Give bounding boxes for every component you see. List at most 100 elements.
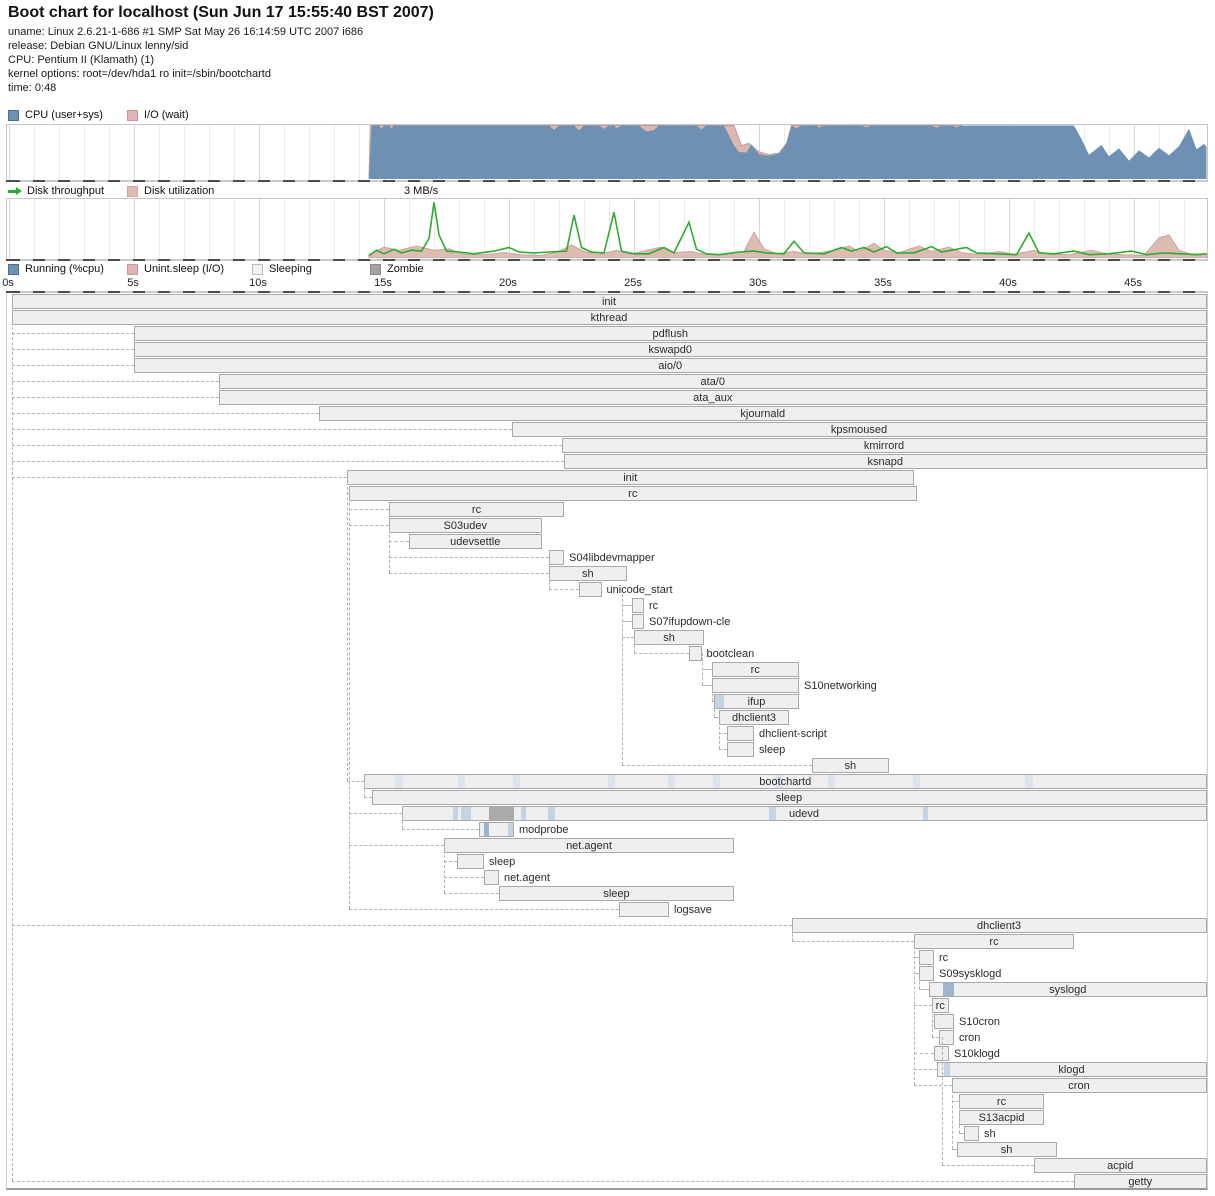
process-label: acpid <box>1107 1159 1134 1172</box>
process-bar-ifup: ifup <box>714 694 799 709</box>
zombie-swatch-icon <box>370 263 381 275</box>
process-label: rc <box>939 951 949 964</box>
process-label: S10klogd <box>954 1047 1000 1060</box>
tree-leader-line <box>711 701 714 702</box>
cpu-area-svg <box>368 125 1207 179</box>
tree-leader-line <box>791 941 914 942</box>
process-label: rc <box>989 935 999 948</box>
process-label: ata/0 <box>700 375 725 388</box>
proc-legend-item-running: Running (%cpu) <box>8 263 104 275</box>
process-bar-sh: sh <box>634 630 704 645</box>
process-label: aio/0 <box>658 359 683 372</box>
tree-leader-line <box>11 381 219 382</box>
process-bar-rc: rc <box>931 998 949 1013</box>
tree-connector-line <box>701 653 703 685</box>
process-label: dhclient3 <box>976 919 1022 932</box>
process-label: rc <box>935 999 945 1012</box>
disk-max-throughput-label: 3 MB/s <box>404 185 439 197</box>
process-bar-s10networking <box>711 678 799 693</box>
tree-leader-line <box>634 653 689 654</box>
tree-leader-line <box>11 925 792 926</box>
process-state-segment <box>715 695 724 708</box>
process-label: sleep <box>775 791 803 804</box>
process-label: sh <box>663 631 675 644</box>
process-bar-sh: sh <box>811 758 889 773</box>
cpu-legend-label: CPU (user+sys) <box>25 109 103 121</box>
tree-leader-line <box>914 1069 937 1070</box>
page-title: Boot chart for localhost (Sun Jun 17 15:… <box>8 4 434 21</box>
process-label: bootchartd <box>759 775 812 788</box>
tree-leader-line <box>914 1085 952 1086</box>
process-state-segment <box>775 775 783 788</box>
io-legend-label: I/O (wait) <box>144 109 189 121</box>
cpu-swatch-icon <box>8 109 19 121</box>
process-bar-unicode-start <box>579 582 602 597</box>
process-label: init <box>623 471 638 484</box>
process-bar-s10cron <box>934 1014 954 1029</box>
disk-legend-item-throughput: Disk throughput <box>8 185 104 197</box>
process-label: ksnapd <box>867 455 903 468</box>
process-label: S10networking <box>804 679 877 692</box>
tree-connector-line <box>941 1037 943 1165</box>
tree-leader-line <box>914 957 919 958</box>
process-bar-s09sysklogd <box>919 966 934 981</box>
tree-connector-line <box>719 717 720 749</box>
process-label: S09sysklogd <box>939 967 1002 980</box>
tree-leader-line <box>951 1149 957 1150</box>
tree-connector-line <box>959 1101 960 1133</box>
process-bar-ksnapd: ksnapd <box>564 454 1207 469</box>
process-bar-acpid: acpid <box>1034 1158 1207 1173</box>
tree-leader-line <box>444 893 499 894</box>
process-label: ata_aux <box>693 391 733 404</box>
process-label: sh <box>581 567 594 580</box>
process-state-segment <box>827 775 835 788</box>
process-bar-cron <box>939 1030 954 1045</box>
tree-leader-line <box>389 573 549 574</box>
process-label: net.agent <box>566 839 612 852</box>
unint-sleep-legend-label: Unint.sleep (I/O) <box>144 263 225 275</box>
disk-legend-item-utilization: Disk utilization <box>127 185 214 197</box>
tree-connector-line <box>346 477 348 781</box>
tree-leader-line <box>11 413 319 414</box>
process-tree-chart: init kthread pdflush kswapd0 aio/0 ata/0 ata_a… <box>6 293 1208 1190</box>
process-bar-bootchartd: bootchartd <box>364 774 1207 789</box>
tree-leader-line <box>11 333 134 334</box>
process-bar-rc: rc <box>711 662 799 677</box>
process-bar-sleep: sleep <box>371 790 1207 805</box>
proc-legend-item-zombie: Zombie <box>370 263 424 275</box>
time-tick-25s: 25s <box>624 277 642 289</box>
process-bar-kthread: kthread <box>11 310 1207 325</box>
process-bar-kswapd0: kswapd0 <box>134 342 1207 357</box>
tree-leader-line <box>621 605 632 606</box>
process-bar-sleep <box>456 854 484 869</box>
tree-leader-line <box>11 461 564 462</box>
process-state-segment <box>461 807 472 820</box>
process-label: ifup <box>747 695 766 708</box>
process-label: kmirrord <box>863 439 905 452</box>
process-bar-s13acpid: S13acpid <box>959 1110 1044 1125</box>
tree-leader-line <box>719 749 727 750</box>
process-label: dhclient-script <box>759 727 827 740</box>
process-label: rc <box>750 663 760 676</box>
process-bar-logsave <box>619 902 669 917</box>
tree-leader-line <box>349 845 444 846</box>
process-label: modprobe <box>519 823 569 836</box>
process-bar-kpsmoused: kpsmoused <box>511 422 1207 437</box>
tree-leader-line <box>364 797 372 798</box>
process-label: rc <box>628 487 638 500</box>
sleeping-swatch-icon <box>252 263 263 275</box>
process-state-segment <box>547 807 555 820</box>
process-bar-syslogd: syslogd <box>929 982 1207 997</box>
process-label: bootclean <box>706 647 755 660</box>
process-bar-sh: sh <box>956 1142 1057 1157</box>
process-bar-sleep: sleep <box>499 886 734 901</box>
tree-leader-line <box>621 637 634 638</box>
process-bar-sh <box>964 1126 979 1141</box>
process-state-segment <box>712 775 720 788</box>
process-state-segment <box>942 983 954 996</box>
tree-leader-line <box>349 525 389 526</box>
tree-connector-line <box>791 925 793 941</box>
process-label: logsave <box>674 903 712 916</box>
tree-leader-line <box>914 973 919 974</box>
process-label: sleep <box>603 887 630 900</box>
